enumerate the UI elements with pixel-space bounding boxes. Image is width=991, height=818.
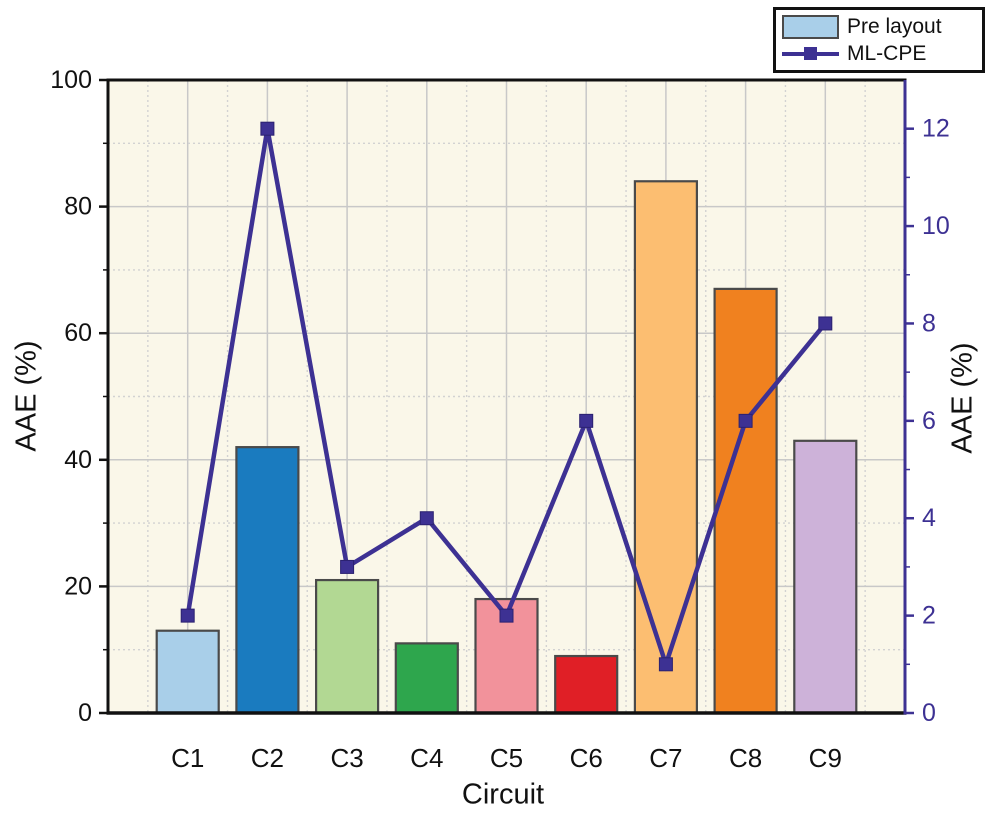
left-tick-label: 80 [64, 193, 92, 221]
left-tick-label: 0 [78, 699, 92, 727]
bar-C1 [155, 629, 220, 715]
legend-label: Pre layout [847, 15, 942, 38]
x-tick-label-C8: C8 [729, 743, 762, 773]
bar-C7 [633, 180, 699, 715]
line-marker-C2 [260, 121, 275, 136]
x-tick-label-C7: C7 [649, 743, 682, 773]
line-marker-C3 [340, 559, 355, 574]
left-tick-label: 60 [64, 319, 92, 347]
right-tick-label: 12 [922, 115, 950, 143]
x-tick-label-C6: C6 [570, 743, 603, 773]
bar-C2 [235, 446, 300, 715]
bar-C5 [474, 597, 539, 715]
right-tick-label: 10 [922, 212, 950, 240]
left-tick-label: 100 [50, 66, 92, 94]
bar-C8 [713, 287, 778, 715]
x-tick-label-C9: C9 [809, 743, 842, 773]
legend: Pre layout ML-CPE [773, 7, 985, 73]
line-swatch-icon [782, 42, 839, 66]
x-tick-label-C4: C4 [410, 743, 443, 773]
bar-C9 [793, 439, 858, 715]
bar-swatch-icon [782, 14, 839, 39]
line-marker-C8 [738, 413, 753, 428]
left-y-axis-label: AAE (%) [10, 340, 43, 452]
right-tick-label: 4 [922, 504, 936, 532]
line-marker-C7 [658, 657, 673, 672]
x-axis-label: Circuit [461, 778, 545, 811]
line-marker-C6 [579, 413, 594, 428]
bar-C6 [554, 654, 619, 715]
line-marker-C5 [499, 608, 514, 623]
line-marker-C4 [419, 511, 434, 526]
bar-C3 [315, 578, 380, 715]
left-tick-label: 40 [64, 446, 92, 474]
legend-item-pre-layout: Pre layout [782, 14, 976, 39]
x-tick-label-C2: C2 [251, 743, 284, 773]
right-tick-label: 2 [922, 602, 936, 630]
line-marker-C9 [818, 316, 833, 331]
right-tick-label: 8 [922, 309, 936, 337]
x-tick-label-C5: C5 [490, 743, 523, 773]
legend-item-ml-cpe: ML-CPE [782, 41, 976, 66]
x-tick-label-C1: C1 [171, 743, 204, 773]
x-tick-label-C3: C3 [330, 743, 363, 773]
bar-C4 [394, 642, 459, 715]
left-tick-label: 20 [64, 572, 92, 600]
right-y-axis-label: AAE (%) [946, 342, 979, 454]
right-tick-label: 6 [922, 407, 936, 435]
line-marker-C1 [180, 608, 195, 623]
right-tick-label: 0 [922, 699, 936, 727]
legend-label: ML-CPE [847, 42, 927, 65]
